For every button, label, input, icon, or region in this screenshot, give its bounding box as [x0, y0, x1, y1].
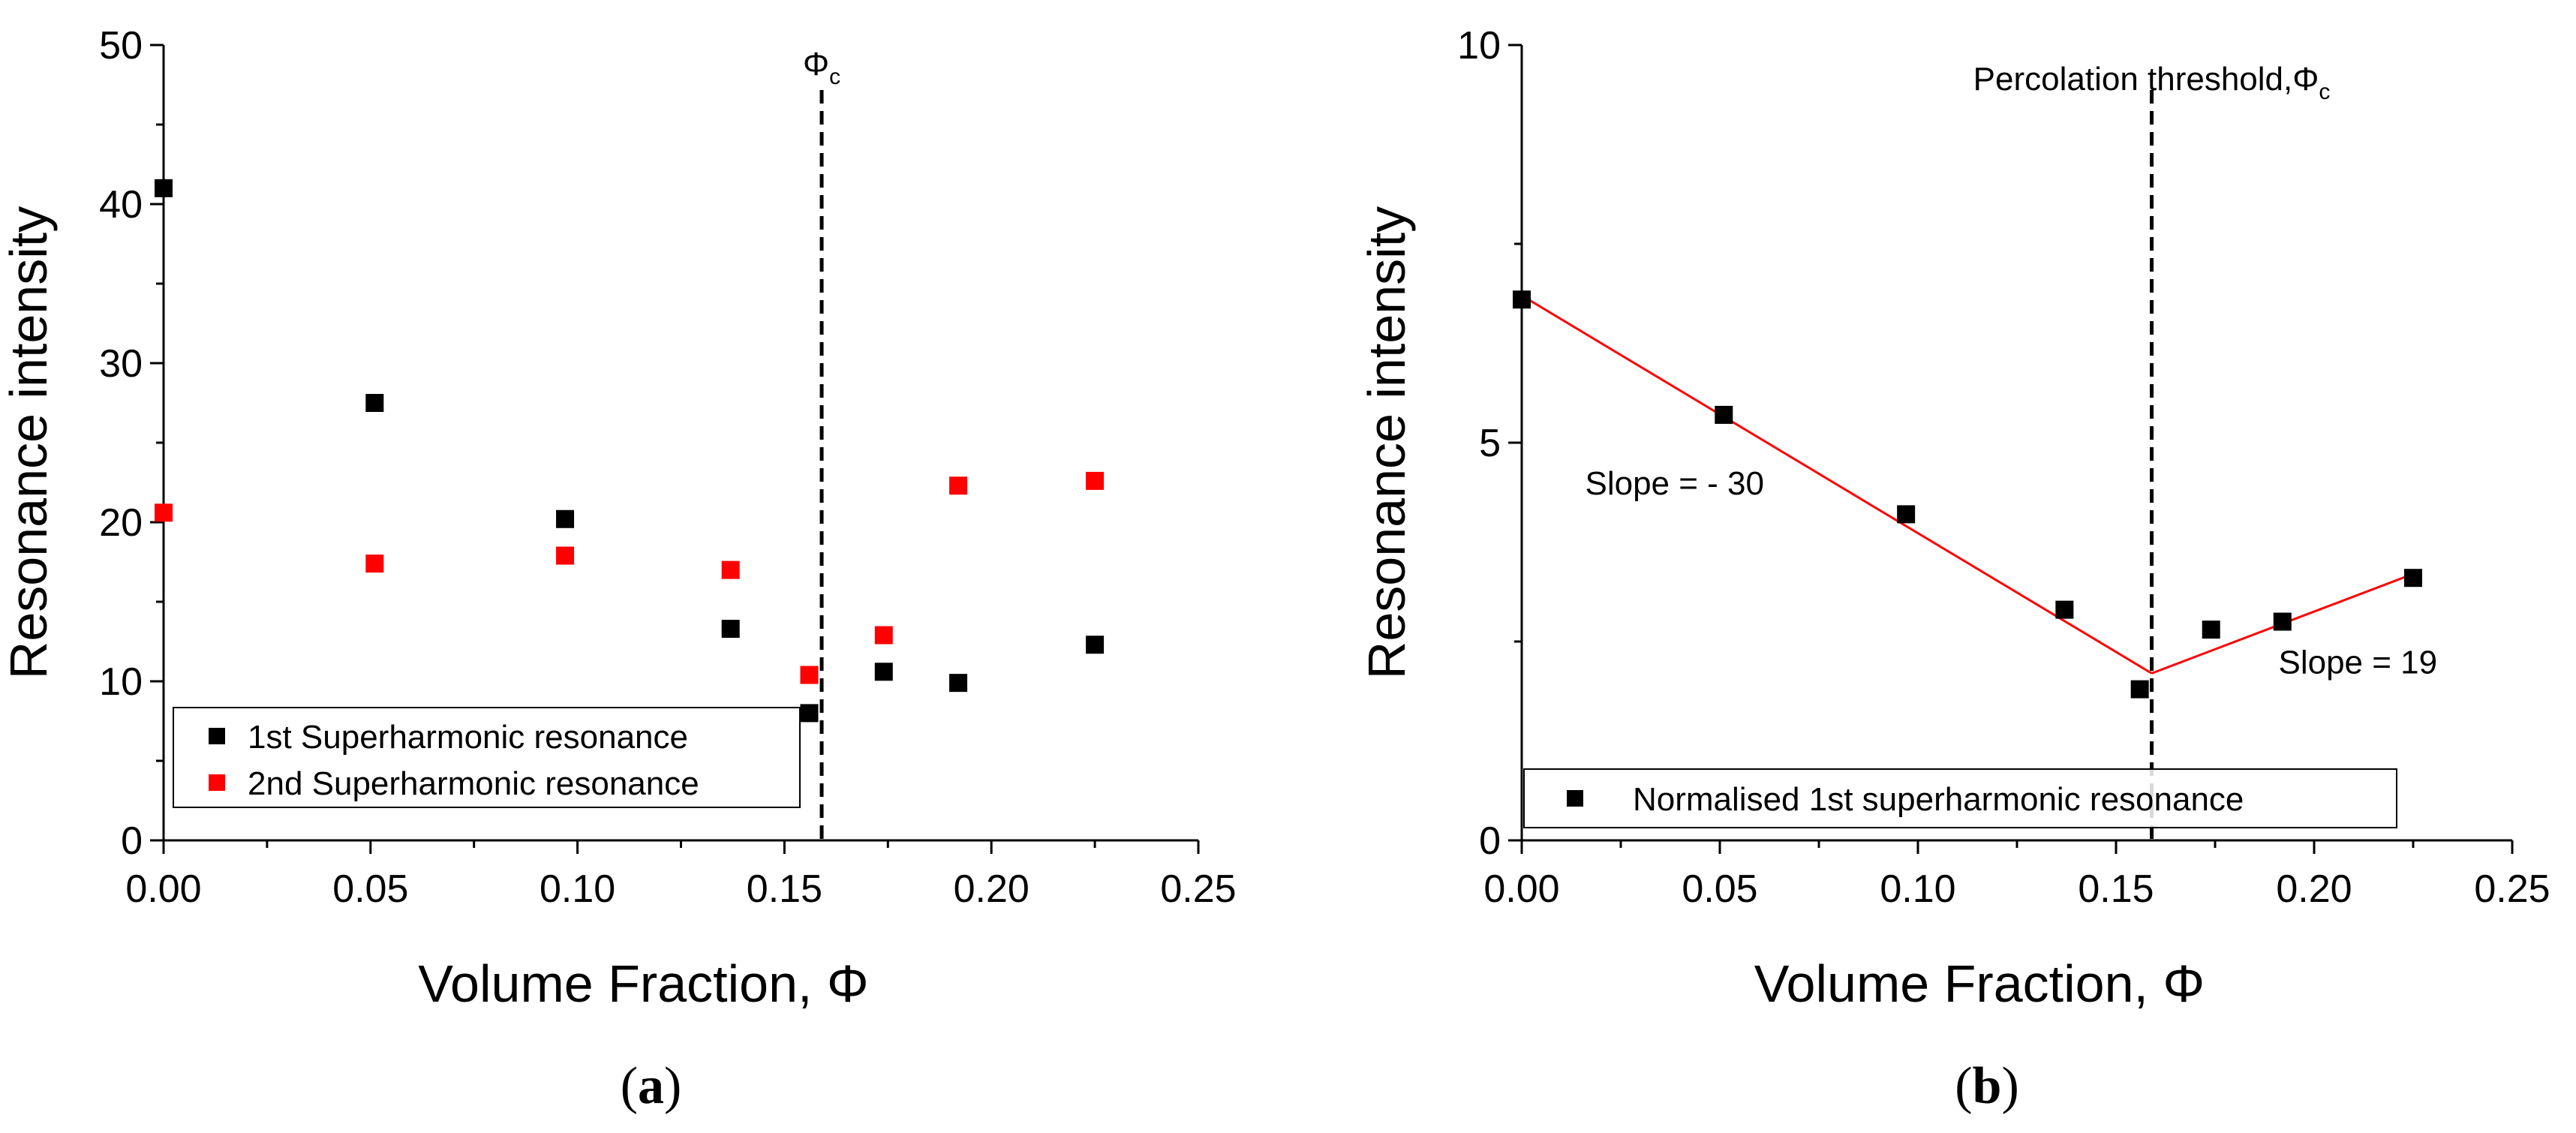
x-tick-label: 0.20 — [2276, 867, 2352, 911]
legend-box — [173, 707, 801, 808]
y-tick-label: 0 — [121, 819, 143, 863]
panel-caption: (b) — [1955, 1057, 2019, 1115]
data-point — [1715, 405, 1733, 424]
x-tick-label: 0.00 — [1483, 867, 1559, 911]
x-tick-label: 0.25 — [2474, 867, 2550, 911]
legend-box — [1523, 768, 2397, 828]
data-point — [800, 704, 819, 723]
chart-panel-b: 0.00 0.05 0.10 0.15 0.20 0.25 0 5 10 Volume Fract… — [1357, 24, 2550, 1115]
legend-marker — [209, 774, 225, 791]
x-tick-label: 0.20 — [954, 867, 1029, 911]
data-point — [556, 546, 575, 565]
legend-label: 2nd Superharmonic resonance — [248, 765, 699, 802]
threshold-label: Percolation threshold,Φc — [1973, 61, 2331, 104]
data-point — [949, 476, 968, 495]
x-tick-label: 0.00 — [125, 867, 201, 911]
data-point — [155, 503, 173, 522]
y-axis-title: Resonance intensity — [1357, 206, 1416, 679]
data-point — [2130, 680, 2149, 699]
slope-annotation: Slope = 19 — [2278, 644, 2437, 681]
y-tick-label: 10 — [1457, 24, 1501, 68]
data-point — [1086, 636, 1105, 654]
data-point — [1897, 505, 1916, 524]
legend-marker — [1567, 790, 1583, 807]
data-point — [874, 626, 893, 645]
x-axis-title: Volume Fraction, Φ — [418, 954, 869, 1013]
data-point — [949, 674, 968, 693]
data-point — [800, 666, 819, 684]
legend-label: 1st Superharmonic resonance — [248, 719, 688, 756]
data-point — [874, 663, 893, 681]
threshold-label: Φc — [803, 46, 840, 89]
data-point — [721, 560, 740, 579]
data-point — [155, 179, 173, 197]
y-tick-label: 20 — [99, 501, 143, 545]
x-tick-label: 0.25 — [1160, 867, 1236, 911]
data-point — [365, 554, 384, 573]
data-point — [1086, 471, 1105, 490]
x-axis-title: Volume Fraction, Φ — [1754, 954, 2205, 1013]
y-axis-title: Resonance intensity — [0, 206, 58, 679]
data-point — [1513, 290, 1531, 309]
chart-panel-a: 0.00 0.05 0.10 0.15 0.20 0.25 0 10 20 30 40 50 Volum… — [0, 24, 1237, 1115]
slope-annotation: Slope = - 30 — [1585, 465, 1764, 502]
x-tick-label: 0.15 — [2078, 867, 2154, 911]
legend-marker — [209, 728, 225, 744]
data-point — [2202, 621, 2220, 639]
x-tick-label: 0.10 — [1880, 867, 1955, 911]
fit-line — [1521, 294, 2153, 675]
y-tick-label: 10 — [99, 660, 143, 704]
y-tick-label: 0 — [1479, 819, 1501, 863]
data-point — [365, 394, 384, 412]
x-tick-label: 0.05 — [332, 867, 408, 911]
x-tick-label: 0.15 — [747, 867, 822, 911]
x-tick-label: 0.05 — [1682, 867, 1757, 911]
y-tick-label: 50 — [99, 24, 143, 68]
y-tick-label: 30 — [99, 342, 143, 386]
x-tick-label: 0.10 — [540, 867, 615, 911]
data-point — [721, 620, 740, 639]
data-point — [2273, 612, 2292, 631]
legend-label: Normalised 1st superharmonic resonance — [1633, 781, 2244, 818]
data-point — [556, 509, 575, 528]
panel-caption: (a) — [621, 1057, 682, 1115]
data-point — [2404, 569, 2422, 588]
y-tick-label: 40 — [99, 183, 143, 227]
data-point — [2055, 600, 2074, 619]
y-tick-label: 5 — [1479, 422, 1501, 465]
